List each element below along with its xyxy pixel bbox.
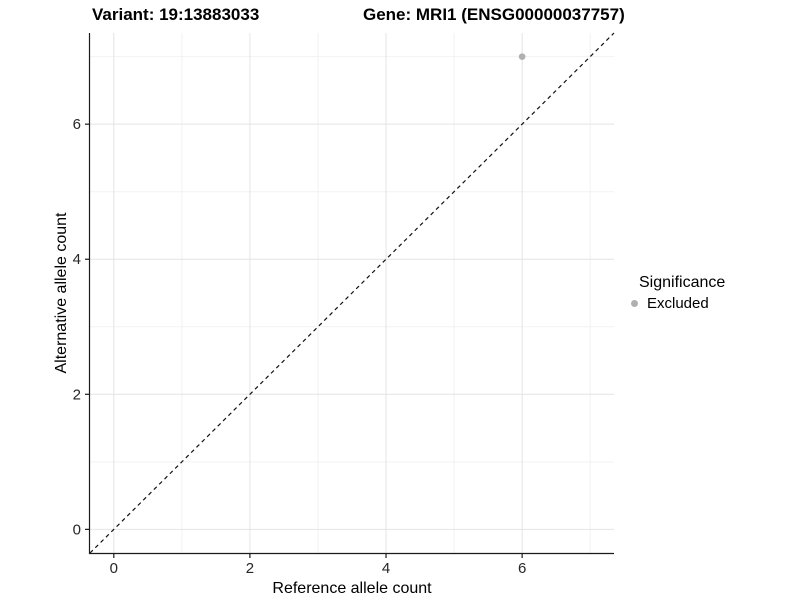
y-tick-label: 0: [73, 521, 81, 538]
legend-title: Significance: [639, 274, 726, 291]
y-tick-label: 4: [73, 251, 81, 268]
x-tick-label: 6: [518, 560, 526, 577]
x-tick-label: 2: [246, 560, 254, 577]
excluded-point-icon: [631, 299, 638, 307]
legend: Significance Excluded: [631, 273, 725, 312]
chart-title-gene: Gene: MRI1 (ENSG00000037757): [363, 5, 625, 24]
y-axis-title: Alternative allele count: [53, 212, 70, 374]
y-tick-label: 2: [73, 386, 81, 403]
legend-item-excluded: Excluded: [631, 294, 725, 312]
x-axis-title: Reference allele count: [272, 580, 432, 597]
chart-title-variant: Variant: 19:13883033: [92, 5, 260, 24]
y-tick-label: 6: [73, 116, 81, 133]
identity-dashed-line: [89, 32, 615, 554]
x-tick-label: 4: [382, 560, 390, 577]
data-point: [518, 53, 526, 60]
x-tick-label: 0: [110, 560, 118, 577]
legend-item-label: Excluded: [647, 294, 709, 312]
